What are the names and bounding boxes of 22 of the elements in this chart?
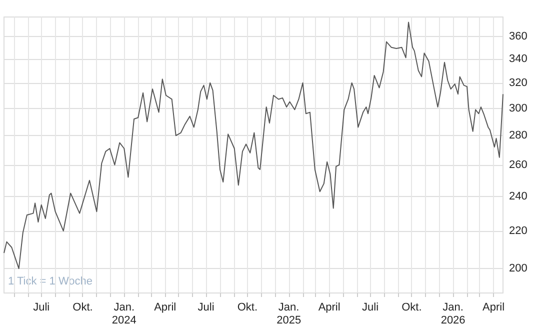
x-tick-label: Juli (362, 302, 379, 314)
x-tick-label: April (482, 302, 505, 314)
y-tick-label: 240 (509, 190, 528, 203)
x-tick-label: Okt. (402, 302, 422, 314)
y-tick-label: 300 (509, 102, 528, 114)
y-tick-label: 220 (509, 224, 528, 237)
y-tick-label: 200 (509, 262, 528, 275)
y-tick-label: 360 (509, 30, 528, 42)
y-tick-label: 340 (509, 52, 528, 65)
line-series (4, 22, 504, 270)
x-tick-label: April (318, 302, 340, 314)
x-tick-label: Okt. (72, 302, 93, 314)
x-tick-label: Jan. 2026 (440, 302, 466, 326)
x-tick-label: Okt. (237, 302, 258, 314)
x-tick-label: April (154, 302, 176, 314)
x-tick-label: Jan. 2025 (276, 302, 302, 326)
x-tick-label: Juli (33, 302, 50, 314)
y-tick-label: 260 (509, 158, 528, 171)
y-tick-label: 280 (509, 130, 528, 142)
x-tick-label: Juli (198, 302, 214, 314)
y-tick-label: 320 (509, 76, 528, 89)
x-tick-label: Jan. 2024 (112, 302, 136, 326)
